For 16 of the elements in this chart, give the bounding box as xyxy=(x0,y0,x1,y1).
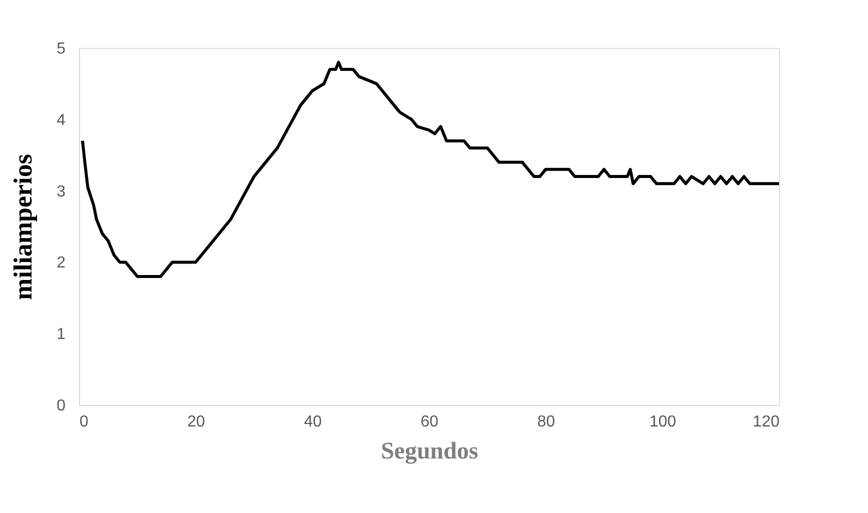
y-tick-label: 4 xyxy=(56,112,66,129)
x-tick-label: 60 xyxy=(420,414,438,430)
x-tick-label: 80 xyxy=(537,414,556,430)
x-tick-label: 0 xyxy=(80,414,88,430)
x-tick-label: 20 xyxy=(187,414,206,430)
y-tick-label: 3 xyxy=(56,183,66,200)
x-axis-title: Segundos xyxy=(380,438,478,464)
y-tick-label: 2 xyxy=(56,254,66,272)
y-tick-label: 5 xyxy=(56,40,66,58)
y-axis-title: miliamperios xyxy=(8,154,38,300)
x-tick-label: 40 xyxy=(304,414,322,430)
x-tick-label: 100 xyxy=(649,414,676,430)
x-tick-label: 120 xyxy=(752,414,780,430)
y-tick-label: 1 xyxy=(56,326,66,344)
y-tick-label: 0 xyxy=(56,398,66,414)
line-series xyxy=(81,60,780,278)
